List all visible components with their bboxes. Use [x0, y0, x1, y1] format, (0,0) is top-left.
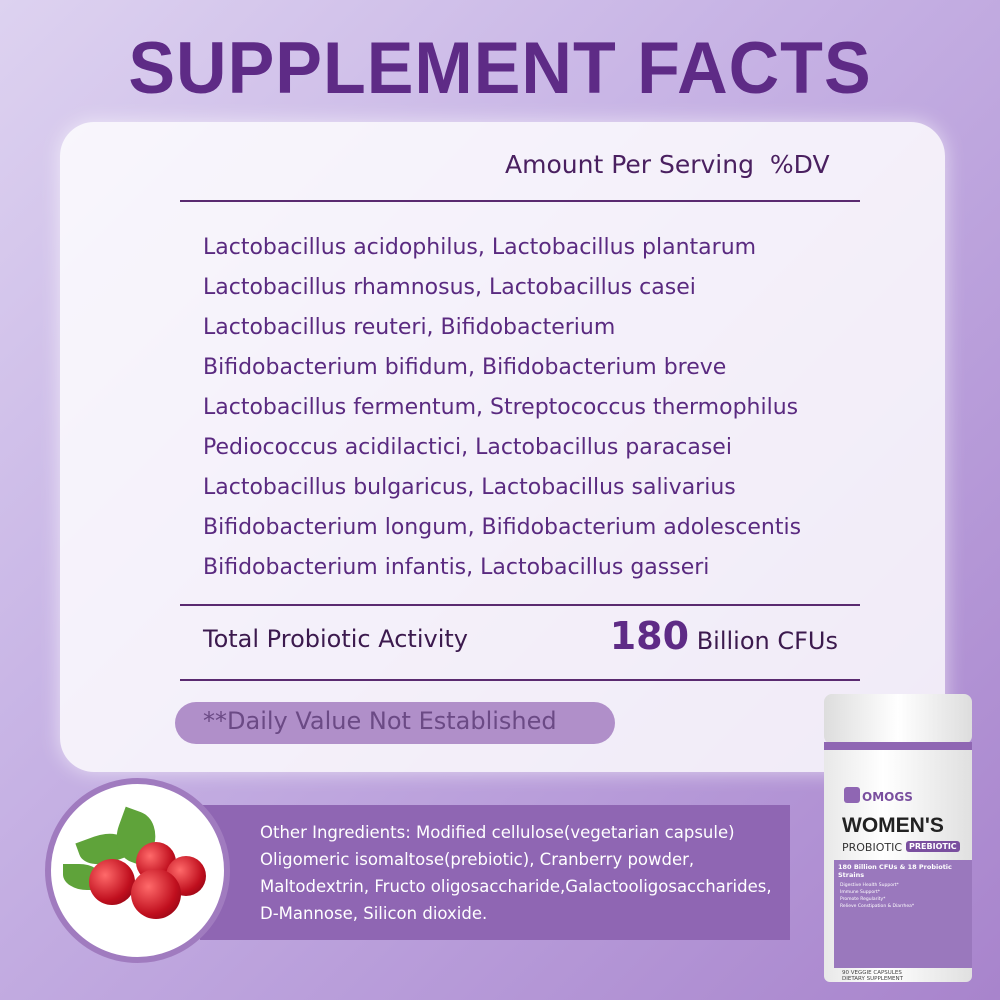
ingredient-row: Lactobacillus rhamnosus, Lactobacillus c…: [203, 275, 696, 300]
total-unit: Billion CFUs: [696, 627, 838, 655]
bottle-label: OMOGS WOMEN'S PROBIOTIC PREBIOTIC 180 Bi…: [824, 742, 972, 982]
cranberry-icon: [131, 869, 181, 919]
other-ingredients: Other Ingredients: Modified cellulose(ve…: [200, 805, 790, 940]
product-type: PROBIOTIC: [842, 841, 903, 854]
other-ingredients-line: Other Ingredients: Modified cellulose(ve…: [260, 823, 735, 842]
ingredient-list: Lactobacillus acidophilus, Lactobacillus…: [203, 228, 801, 588]
total-number: 180: [609, 614, 690, 658]
page-title: SUPPLEMENT FACTS: [128, 27, 872, 109]
bottle-cap: [824, 694, 972, 744]
ingredient-row: Lactobacillus reuteri, Bifidobacterium: [203, 315, 616, 340]
amount-per-serving: Amount Per Serving: [505, 150, 754, 179]
ingredient-row: Bifidobacterium longum, Bifidobacterium …: [203, 515, 802, 540]
divider: [180, 604, 860, 606]
feature: Digestive Health Support*: [840, 883, 899, 888]
facts-panel: [60, 122, 945, 772]
prebiotic-badge: PREBIOTIC: [906, 841, 960, 852]
count-text: 90 VEGGIE CAPSULES: [842, 970, 902, 976]
feature: Immune Support*: [840, 890, 881, 895]
ingredient-row: Bifidobacterium bifidum, Bifidobacterium…: [203, 355, 727, 380]
feature: Promote Regularity*: [840, 897, 886, 902]
capsule-count: 90 VEGGIE CAPSULES DIETARY SUPPLEMENT: [842, 970, 903, 982]
feature: Relieve Constipation & Diarrhea*: [840, 904, 915, 909]
brand-logo-icon: [844, 787, 860, 803]
divider: [180, 200, 860, 202]
other-ingredients-line: Oligomeric isomaltose(prebiotic), Cranbe…: [260, 850, 695, 869]
product-name: WOMEN'S: [842, 814, 944, 837]
other-ingredients-line: Maltodextrin, Fructo oligosaccharide,Gal…: [260, 877, 772, 896]
serving-header: Amount Per Serving %DV: [505, 150, 830, 179]
label-band: 180 Billion CFUs & 18 Probiotic Strains …: [834, 860, 972, 968]
daily-value-note: **Daily Value Not Established: [175, 702, 615, 744]
brand-name: OMOGS: [862, 790, 913, 804]
cranberry-image: [45, 778, 230, 963]
cranberry-icon: [89, 859, 135, 905]
total-value: 180 Billion CFUs: [610, 614, 838, 658]
ingredient-row: Lactobacillus bulgaricus, Lactobacillus …: [203, 475, 736, 500]
total-label: Total Probiotic Activity: [203, 625, 468, 653]
ingredient-row: Pediococcus acidilactici, Lactobacillus …: [203, 435, 732, 460]
label-headline: 180 Billion CFUs & 18 Probiotic Strains: [838, 863, 952, 879]
label-stripe: [824, 742, 972, 750]
product-bottle: OMOGS WOMEN'S PROBIOTIC PREBIOTIC 180 Bi…: [824, 694, 972, 982]
footer-text: DIETARY SUPPLEMENT: [842, 976, 903, 982]
other-ingredients-line: D-Mannose, Silicon dioxide.: [260, 904, 488, 923]
ingredient-row: Lactobacillus acidophilus, Lactobacillus…: [203, 235, 757, 260]
ingredient-row: Bifidobacterium infantis, Lactobacillus …: [203, 555, 710, 580]
divider: [180, 679, 860, 681]
ingredient-row: Lactobacillus fermentum, Streptococcus t…: [203, 395, 799, 420]
dv-header: %DV: [769, 150, 830, 179]
